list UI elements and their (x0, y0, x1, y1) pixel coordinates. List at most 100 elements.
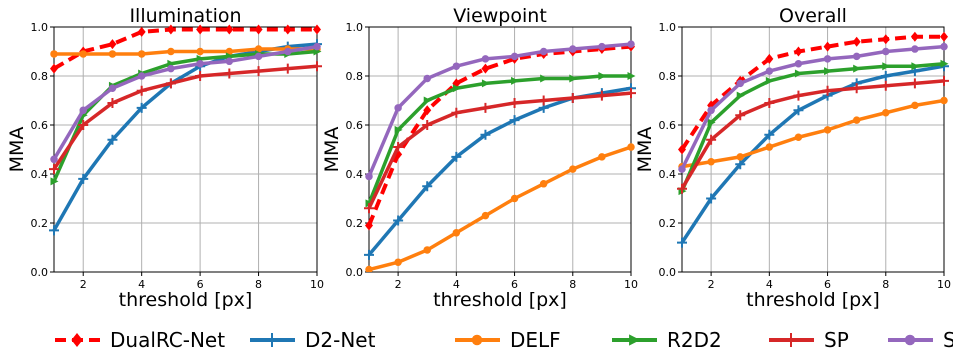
data-point-sp-sg (852, 52, 861, 61)
data-point-dualrc-net (365, 220, 373, 231)
data-point-r2d2 (794, 69, 803, 78)
data-point-sp-sg (284, 47, 292, 56)
x-tick-label: 4 (453, 278, 460, 291)
data-point-r2d2 (736, 91, 745, 100)
data-point-r2d2 (394, 125, 403, 134)
series-line-sp-sg (367, 42, 632, 178)
data-point-d2-net (422, 181, 433, 192)
data-point-sp (165, 78, 176, 89)
data-point-dualrc-net (254, 24, 263, 35)
data-point-sp (939, 75, 949, 86)
x-tick-label: 10 (937, 278, 951, 291)
panel-overall: 0.0 0.2 0.4 0.6 0.8 1.0 2 4 6 8 10 Overall threshold… (634, 5, 951, 311)
data-point-delf (765, 143, 774, 151)
legend-item-sp: SP (769, 328, 849, 351)
data-point-delf (911, 101, 919, 110)
data-point-sp-sg (50, 155, 58, 164)
data-point-d2-net (136, 102, 147, 113)
data-point-dualrc-net (225, 24, 234, 35)
legend-marker (784, 333, 798, 347)
series-delf (365, 143, 635, 272)
legend-item-dualrc-net: DualRC-Net (55, 328, 225, 351)
data-point-dualrc-net (423, 105, 432, 116)
data-point-dualrc-net (678, 144, 686, 155)
chart-title: Illumination (129, 5, 241, 27)
y-axis-label: MMA (6, 127, 28, 173)
data-point-sp-sg (823, 55, 832, 63)
x-tick-label: 2 (708, 278, 715, 291)
data-point-r2d2 (627, 72, 636, 80)
series-line-sp (367, 91, 632, 210)
data-point-sp-sg (108, 84, 117, 92)
data-point-sp (851, 83, 862, 94)
data-point-dualrc-net (940, 31, 948, 42)
data-point-d2-net (364, 249, 374, 260)
data-point-sp-sg (196, 60, 204, 68)
legend-marker (629, 334, 641, 346)
series-sp-sg (50, 42, 321, 164)
data-point-sp (49, 164, 59, 175)
y-tick-label: 0.6 (346, 119, 364, 132)
data-point-delf (481, 211, 490, 220)
data-point-delf (852, 116, 861, 124)
y-axis-label: MMA (634, 127, 656, 173)
data-point-sp-sg (794, 60, 803, 68)
data-point-sp-sg (394, 104, 402, 112)
x-tick-label: 10 (624, 278, 638, 291)
data-point-dualrc-net (108, 39, 117, 50)
data-point-delf (707, 158, 715, 166)
x-tick-label: 2 (395, 278, 402, 291)
data-point-r2d2 (452, 84, 461, 93)
data-point-sp-sg (254, 52, 263, 61)
series-line-dualrc-net (680, 34, 944, 151)
data-point-sp (764, 97, 775, 108)
data-point-sp (909, 78, 920, 89)
data-point-sp (451, 107, 462, 118)
y-axis-label: MMA (321, 127, 343, 173)
data-point-sp-sg (911, 45, 919, 53)
data-point-delf (167, 47, 175, 56)
plot-frame (681, 26, 945, 273)
data-point-dualrc-net (852, 36, 861, 47)
x-tick-label: 4 (138, 278, 145, 291)
data-point-r2d2 (540, 74, 549, 83)
data-point-sp-sg (736, 79, 744, 88)
legend-label: DualRC-Net (110, 328, 225, 351)
data-point-r2d2 (940, 59, 949, 68)
data-point-dualrc-net (50, 63, 58, 74)
data-point-d2-net (880, 71, 891, 81)
y-tick-label: 0.8 (346, 70, 364, 83)
data-point-r2d2 (824, 67, 833, 76)
y-tick-label: 0.2 (346, 217, 364, 230)
x-axis-label: threshold [px] (433, 289, 567, 311)
x-axis-label: threshold [px] (746, 289, 880, 311)
data-point-d2-net (793, 105, 804, 116)
series-sp (677, 75, 949, 194)
legend-label: D2-Net (305, 328, 376, 351)
data-point-delf (940, 96, 948, 105)
data-point-d2-net (49, 225, 59, 236)
data-point-delf (510, 194, 519, 203)
y-tick-label: 1.0 (659, 21, 677, 34)
data-point-sp (393, 142, 404, 153)
series-line-sp (680, 79, 945, 190)
data-point-sp-sg (423, 74, 431, 83)
data-point-sp (538, 95, 549, 106)
data-point-sp-sg (225, 57, 234, 66)
legend-item-r2d2: R2D2 (612, 328, 722, 351)
y-tick-label: 0.2 (659, 217, 677, 230)
series-sp-sg (678, 42, 948, 173)
series-line-d2-net (52, 42, 318, 232)
data-point-delf (627, 143, 635, 151)
panel-viewpoint: 0.0 0.2 0.4 0.6 0.8 1.0 2 4 6 8 10 Viewpoint thresho… (321, 5, 638, 311)
data-point-r2d2 (423, 96, 432, 105)
series-sp (364, 88, 636, 214)
data-point-sp (195, 71, 206, 81)
y-tick-label: 0.8 (659, 70, 677, 83)
data-point-sp-sg (765, 67, 774, 75)
plot-frame (53, 26, 318, 273)
data-point-sp (422, 120, 433, 130)
legend-item-d2-net: D2-Net (250, 328, 376, 351)
legend-marker (904, 334, 916, 346)
